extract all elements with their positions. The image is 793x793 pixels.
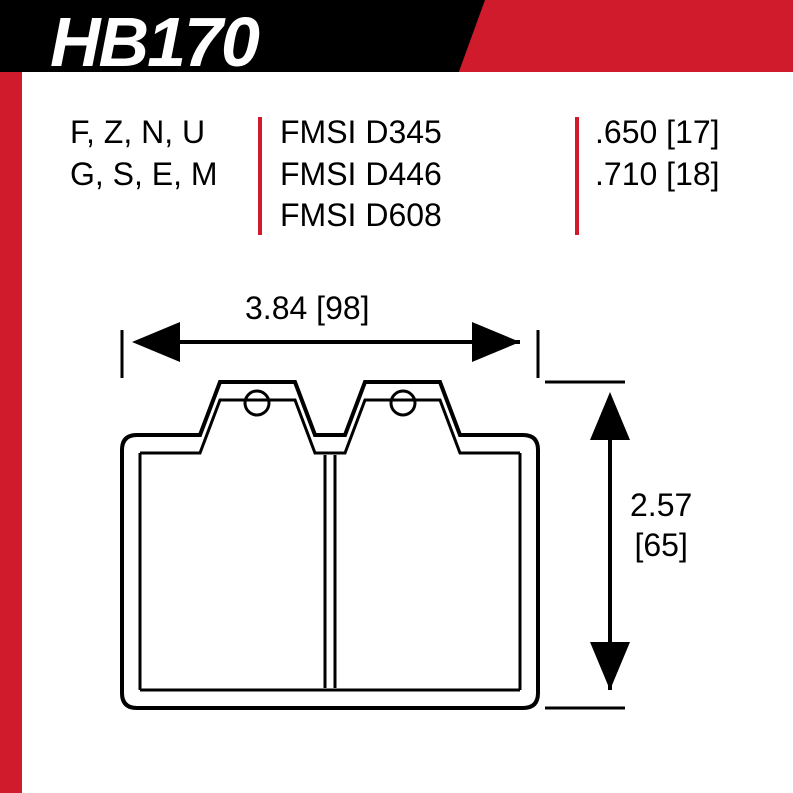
hole-left [245, 391, 269, 415]
info-col-3: .650 [17] .710 [18] [595, 112, 720, 195]
header-banner: HB170 [0, 0, 793, 100]
compounds-line1: F, Z, N, U [70, 112, 218, 154]
thickness-line1: .650 [17] [595, 112, 720, 154]
divider-2 [575, 117, 579, 235]
info-row: F, Z, N, U G, S, E, M FMSI D345 FMSI D44… [70, 112, 760, 252]
compounds-line2: G, S, E, M [70, 154, 218, 196]
hole-right [391, 391, 415, 415]
thickness-line2: .710 [18] [595, 154, 720, 196]
pad-inner-top [140, 400, 520, 453]
fmsi-line3: FMSI D608 [280, 195, 442, 237]
info-col-1: F, Z, N, U G, S, E, M [70, 112, 218, 195]
diagram-area: 3.84 [98] 2.57 [65] [70, 290, 760, 760]
pad-outline [122, 382, 538, 708]
red-sidebar [0, 72, 22, 793]
fmsi-line1: FMSI D345 [280, 112, 442, 154]
divider-1 [258, 117, 262, 235]
fmsi-line2: FMSI D446 [280, 154, 442, 196]
info-col-2: FMSI D345 FMSI D446 FMSI D608 [280, 112, 442, 237]
technical-drawing [70, 290, 760, 770]
part-number: HB170 [50, 2, 258, 82]
